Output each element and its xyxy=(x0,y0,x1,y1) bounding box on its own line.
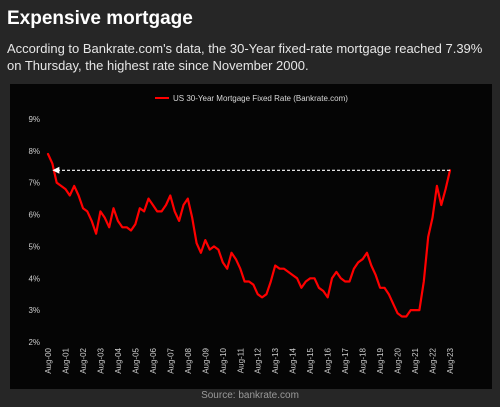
x-tick-label: Aug-21 xyxy=(411,347,420,373)
x-tick-label: Aug-22 xyxy=(429,347,438,373)
y-tick-label: 4% xyxy=(28,274,40,283)
x-tick-label: Aug-17 xyxy=(341,347,350,373)
x-tick-label: Aug-02 xyxy=(79,347,88,373)
y-tick-label: 5% xyxy=(28,242,40,251)
page-subtitle: According to Bankrate.com's data, the 30… xyxy=(7,41,483,73)
x-axis: Aug-00 Aug-01 Aug-02 Aug-03 Aug-04 Aug-05 Aug-… xyxy=(44,347,455,373)
legend-label: US 30-Year Mortgage Fixed Rate (Bankrate… xyxy=(173,94,348,103)
x-tick-label: Aug-15 xyxy=(306,347,315,373)
x-tick-label: Aug-23 xyxy=(446,347,455,373)
x-tick-label: Aug-05 xyxy=(131,347,140,373)
y-tick-label: 6% xyxy=(28,211,40,220)
x-tick-label: Aug-06 xyxy=(149,347,158,373)
x-tick-label: Aug-20 xyxy=(394,347,403,373)
chart-panel: US 30-Year Mortgage Fixed Rate (Bankrate… xyxy=(10,84,492,389)
x-tick-label: Aug-04 xyxy=(114,347,123,373)
x-tick-label: Aug-08 xyxy=(184,347,193,373)
x-tick-label: Aug-00 xyxy=(44,347,53,373)
x-tick-label: Aug-03 xyxy=(96,347,105,373)
x-tick-label: Aug-12 xyxy=(254,347,263,373)
x-tick-label: Aug-16 xyxy=(324,347,333,373)
series-layer xyxy=(46,152,452,318)
x-tick-label: Aug-11 xyxy=(236,347,245,373)
y-tick-label: 8% xyxy=(28,147,40,156)
y-tick-label: 2% xyxy=(28,338,40,347)
x-tick-label: Aug-01 xyxy=(61,347,70,373)
y-tick-label: 7% xyxy=(28,179,40,188)
y-axis: 2% 3% 4% 5% 6% 7% 8% 9% xyxy=(28,115,40,347)
line-chart: US 30-Year Mortgage Fixed Rate (Bankrate… xyxy=(28,94,455,374)
y-tick-label: 3% xyxy=(28,306,40,315)
annotation-arrowhead xyxy=(52,166,60,174)
chart-legend: US 30-Year Mortgage Fixed Rate (Bankrate… xyxy=(155,94,348,103)
source-note: Source: bankrate.com xyxy=(201,390,299,401)
x-tick-label: Aug-07 xyxy=(166,347,175,373)
annotation-layer xyxy=(52,166,450,174)
x-tick-label: Aug-14 xyxy=(289,347,298,373)
x-tick-label: Aug-13 xyxy=(271,347,280,373)
x-tick-label: Aug-19 xyxy=(376,347,385,373)
x-tick-label: Aug-09 xyxy=(201,347,210,373)
x-tick-label: Aug-10 xyxy=(219,347,228,373)
y-tick-label: 9% xyxy=(28,115,40,124)
series-line xyxy=(46,152,452,318)
page-title: Expensive mortgage xyxy=(7,8,193,29)
x-tick-label: Aug-18 xyxy=(359,347,368,373)
